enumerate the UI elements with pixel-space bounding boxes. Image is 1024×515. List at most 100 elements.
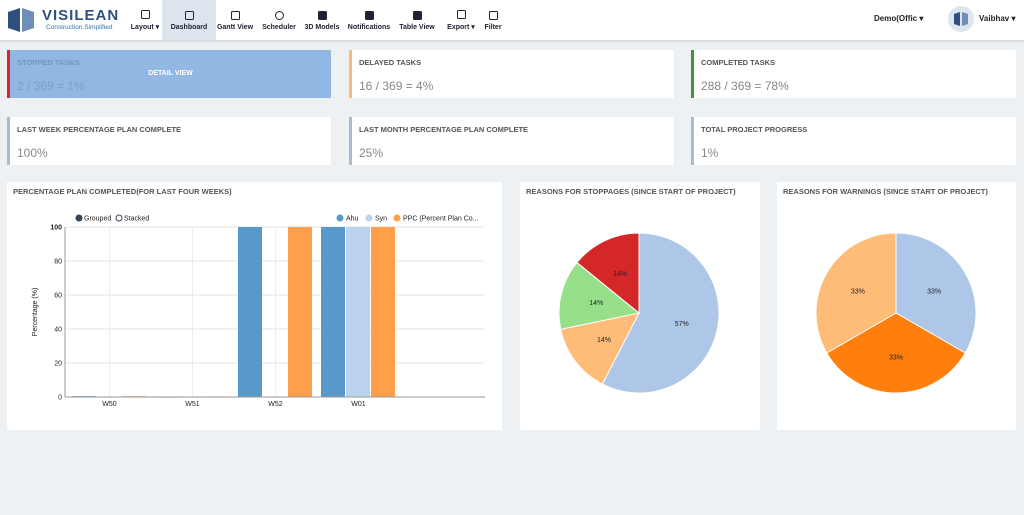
legend-swatch[interactable] <box>393 214 401 222</box>
nav-label-row: Gantt View <box>217 24 253 31</box>
nav-item[interactable]: Scheduler <box>254 0 304 40</box>
user-menu[interactable]: Vaibhav ▾ <box>979 14 1016 23</box>
pie-slice <box>895 232 977 354</box>
nav-icon <box>184 10 194 20</box>
legend-swatch[interactable] <box>365 214 373 222</box>
nav-icon <box>317 10 327 20</box>
x-tick-label: W01 <box>351 401 366 408</box>
control-label[interactable]: Stacked <box>124 216 149 223</box>
nav-label: 3D Models <box>304 23 340 31</box>
card-title: COMPLETED TASKS <box>701 58 776 67</box>
logo-tagline: Construction.Simplified <box>46 24 113 31</box>
nav-label-row: Filter <box>484 24 501 31</box>
y-tick-label: 100 <box>50 225 62 232</box>
nav-label-row: Export ▾ <box>447 23 475 31</box>
card-value: 1% <box>701 146 719 160</box>
nav-icon <box>364 10 374 20</box>
bar <box>371 227 395 397</box>
stoppages-chart: REASONS FOR STOPPAGES (SINCE START OF PR… <box>526 187 736 394</box>
pie-slice <box>815 232 897 354</box>
legend-label[interactable]: Syn <box>375 216 387 223</box>
nav-label-row: Scheduler <box>262 24 296 31</box>
card-title: LAST WEEK PERCENTAGE PLAN COMPLETE <box>17 125 182 134</box>
nav-icon-shape <box>317 10 327 20</box>
nav-item[interactable]: Table View <box>390 0 444 40</box>
nav-label: Layout <box>130 24 154 31</box>
legend-swatch[interactable] <box>336 214 344 222</box>
y-axis-label: Percentage (%) <box>32 288 39 337</box>
nav-item[interactable]: Gantt View <box>208 0 262 40</box>
legend-label[interactable]: PPC (Percent Plan Co... <box>403 216 479 223</box>
bar <box>238 227 262 397</box>
stat-card: LAST WEEK PERCENTAGE PLAN COMPLETE 100% <box>7 117 331 165</box>
ppc-chart: PERCENTAGE PLAN COMPLETED(FOR LAST FOUR … <box>13 187 485 408</box>
nav-label: Notifications <box>347 23 391 31</box>
nav-item[interactable]: Layout ▾ <box>122 0 168 40</box>
card-title: LAST MONTH PERCENTAGE PLAN COMPLETE <box>359 125 529 134</box>
control-label[interactable]: Grouped <box>84 216 111 223</box>
card-value: 100% <box>17 146 48 160</box>
card-value: 288 / 369 = 78% <box>701 79 789 93</box>
nav-icon-shape <box>412 10 422 20</box>
stoppages-panel: REASONS FOR STOPPAGES (SINCE START OF PR… <box>520 182 760 430</box>
logo-name: VISILEAN <box>42 7 120 24</box>
logo-icon <box>8 8 34 32</box>
x-tick-label: W50 <box>102 401 117 408</box>
warnings-chart: REASONS FOR WARNINGS (SINCE START OF PRO… <box>783 187 988 394</box>
chart-title: PERCENTAGE PLAN COMPLETED(FOR LAST FOUR … <box>13 187 232 196</box>
pie-slice <box>601 232 720 394</box>
pie-slice <box>558 261 641 330</box>
card-value: 25% <box>359 146 384 160</box>
nav-icon-shape <box>456 10 466 19</box>
nav-item[interactable]: Notifications <box>340 0 398 40</box>
project-select[interactable]: Demo(Offic ▾ <box>874 14 924 23</box>
y-tick-label: 60 <box>54 293 62 300</box>
legend-label[interactable]: Ahu <box>346 216 359 223</box>
nav-caret: ▾ <box>469 24 475 31</box>
nav-item[interactable]: 3D Models <box>296 0 348 40</box>
nav-label-row: Table View <box>399 24 435 31</box>
card-title: DELAYED TASKS <box>359 58 422 67</box>
stat-card[interactable]: COMPLETED TASKS 288 / 369 = 78% <box>691 50 1016 98</box>
nav-icon-shape <box>274 10 284 20</box>
nav-label-row: Layout ▾ <box>131 23 159 31</box>
nav-icon <box>412 10 422 20</box>
warnings-panel: REASONS FOR WARNINGS (SINCE START OF PRO… <box>777 182 1016 430</box>
stat-card: TOTAL PROJECT PROGRESS 1% <box>691 117 1016 165</box>
avatar[interactable] <box>948 6 974 32</box>
x-tick-label: W52 <box>268 401 283 408</box>
nav-icon-shape <box>364 10 374 20</box>
nav-icon <box>230 10 240 20</box>
control-radio[interactable] <box>115 214 123 222</box>
stat-card[interactable]: DELAYED TASKS 16 / 369 = 4% <box>349 50 674 98</box>
slice-label: 57% <box>675 321 689 328</box>
y-tick-label: 40 <box>54 327 62 334</box>
stat-card: LAST MONTH PERCENTAGE PLAN COMPLETE 25% <box>349 117 674 165</box>
bar <box>346 227 370 397</box>
nav-label: Gantt View <box>216 23 254 31</box>
slice-label: 14% <box>589 300 603 307</box>
nav-caret: ▾ <box>153 24 160 31</box>
nav-label: Table View <box>399 23 435 31</box>
slice-label: 14% <box>613 271 627 278</box>
control-radio[interactable] <box>75 214 83 222</box>
nav-item[interactable]: Dashboard <box>162 0 216 40</box>
pie-slice <box>826 312 966 394</box>
detail-overlay[interactable]: DETAIL VIEW <box>10 50 331 98</box>
nav-icon-shape <box>184 10 194 20</box>
nav-item[interactable]: Filter <box>477 0 509 40</box>
user-name: Vaibhav <box>979 14 1010 23</box>
nav-icon <box>140 10 150 19</box>
nav-label-row: Notifications <box>348 24 390 31</box>
nav-icon <box>274 10 284 20</box>
nav-item[interactable]: Export ▾ <box>437 0 485 40</box>
slice-label: 33% <box>889 355 903 362</box>
pie-slice <box>576 232 640 315</box>
nav-label: Filter <box>484 23 502 31</box>
pie-slice <box>560 312 640 385</box>
nav-icon <box>456 10 466 19</box>
y-tick-label: 80 <box>54 259 62 266</box>
slice-label: 33% <box>851 289 865 296</box>
